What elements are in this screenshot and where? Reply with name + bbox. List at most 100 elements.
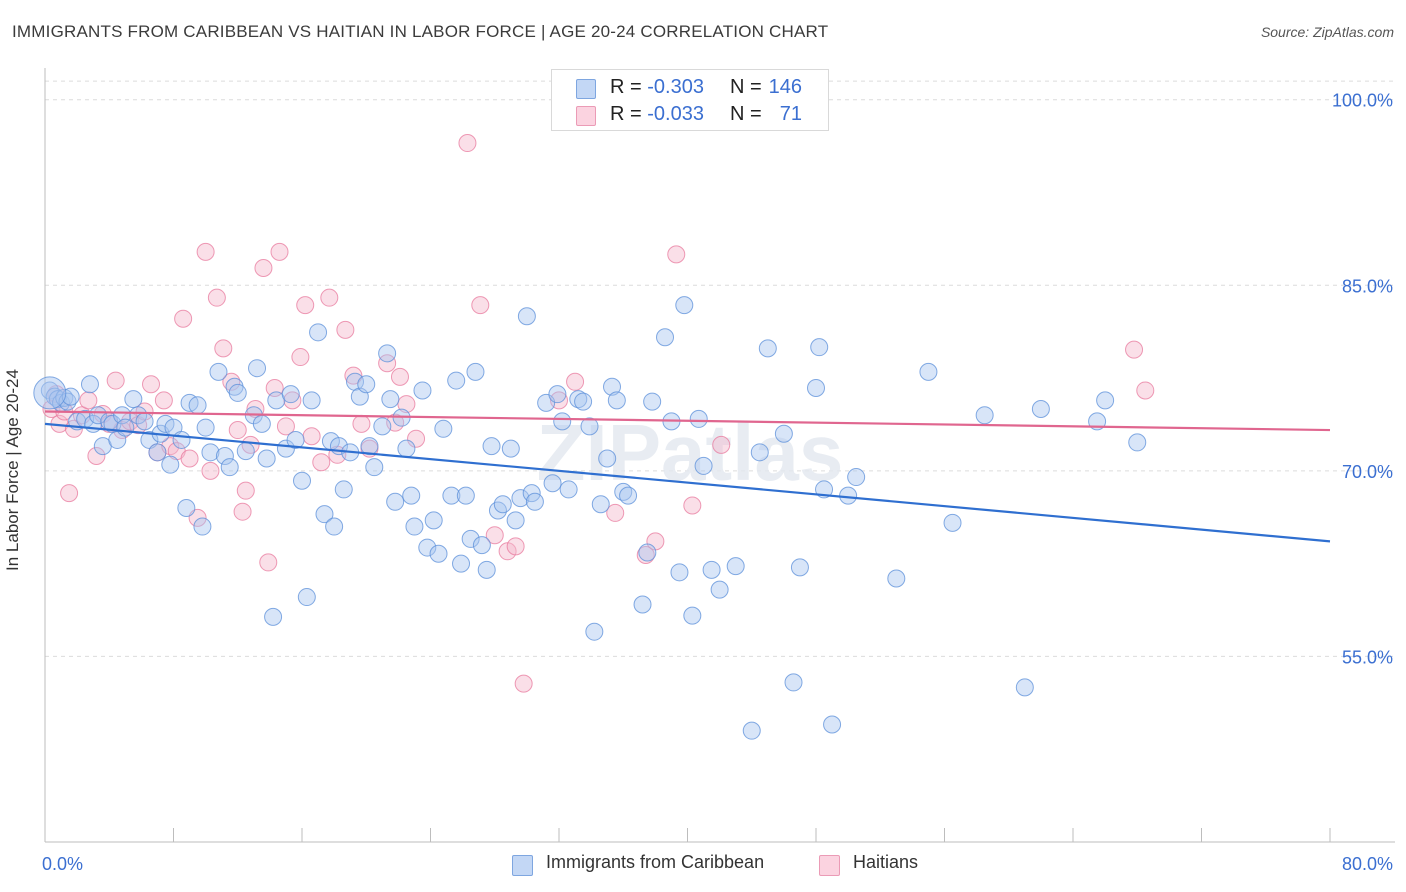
caribbean-point: [603, 377, 622, 396]
n-value: 71: [779, 103, 802, 125]
caribbean-point: [482, 437, 501, 456]
caribbean-point: [442, 486, 461, 505]
haitian-point: [241, 435, 260, 454]
caribbean-point: [264, 607, 283, 626]
tick-labels: 55.0% 70.0% 85.0% 100.0% 0.0% 80.0%: [42, 91, 1393, 874]
caribbean-point: [248, 359, 267, 378]
caribbean-point: [525, 492, 544, 511]
caribbean-point: [434, 419, 453, 438]
haitian-point: [320, 288, 339, 307]
haitian-point: [606, 503, 625, 522]
r-value: -0.033: [647, 103, 704, 125]
caribbean-point: [511, 489, 530, 508]
caribbean-point: [161, 455, 180, 474]
caribbean-point: [418, 538, 437, 557]
caribbean-point: [309, 323, 328, 342]
r-label: R =: [610, 76, 642, 98]
y-tick-label: 85.0%: [1342, 276, 1393, 296]
caribbean-point: [429, 544, 448, 563]
caribbean-point: [887, 569, 906, 588]
haitian-point: [667, 245, 686, 264]
haitian-point: [270, 242, 289, 261]
legend-label: Haitians: [853, 852, 919, 872]
haitian-point: [196, 242, 215, 261]
caribbean-point: [633, 595, 652, 614]
haitian-point: [296, 296, 315, 315]
caribbean-point: [548, 385, 567, 404]
caribbean-point: [580, 417, 599, 436]
haitian-point: [246, 400, 265, 419]
haitian-point: [222, 372, 241, 391]
haitian-point: [154, 391, 173, 410]
haitian-point: [207, 288, 226, 307]
caribbean-point: [456, 486, 475, 505]
haitian-point: [1125, 340, 1144, 359]
source-label: Source: ZipAtlas.com: [1260, 24, 1394, 40]
caribbean-point: [461, 529, 480, 548]
haitian-point: [566, 372, 585, 391]
caribbean-point: [675, 296, 694, 315]
haitian-point: [236, 481, 255, 500]
n-label: N =: [730, 76, 762, 98]
haitian-point: [485, 526, 504, 545]
legend-label: Immigrants from Caribbean: [546, 852, 765, 872]
caribbean-point: [135, 412, 154, 431]
series-caribbean: [33, 296, 1147, 740]
haitian-swatch: [576, 106, 596, 126]
caribbean-legend-swatch: [512, 855, 533, 876]
caribbean-point: [334, 480, 353, 499]
caribbean-point: [124, 390, 143, 409]
haitian-point: [254, 258, 273, 277]
haitian-point: [283, 391, 302, 410]
caribbean-point: [694, 456, 713, 475]
caribbean-point: [346, 372, 365, 391]
caribbean-point: [758, 339, 777, 358]
caribbean-point: [543, 474, 562, 493]
caribbean-point: [281, 385, 300, 404]
caribbean-point: [193, 517, 212, 536]
caribbean-point: [402, 486, 421, 505]
haitian-point: [336, 320, 355, 339]
caribbean-point: [405, 517, 424, 536]
caribbean-point: [89, 406, 108, 425]
haitian-point: [683, 496, 702, 515]
haitian-point: [228, 421, 247, 440]
caribbean-point: [236, 442, 255, 461]
caribbean-point: [839, 486, 858, 505]
caribbean-point: [670, 563, 689, 582]
caribbean-point: [472, 536, 491, 555]
haitian-point: [79, 391, 98, 410]
haitian-point: [276, 417, 295, 436]
y-tick-label: 70.0%: [1342, 462, 1393, 482]
caribbean-point: [847, 468, 866, 487]
haitian-legend-swatch: [819, 855, 840, 876]
caribbean-point: [784, 673, 803, 692]
caribbean-point: [228, 383, 247, 402]
haitian-point: [397, 395, 416, 414]
haitian-point: [352, 414, 371, 433]
caribbean-point: [598, 449, 617, 468]
caribbean-point: [1015, 678, 1034, 697]
haitian-point: [378, 354, 397, 373]
caribbean-point: [689, 409, 708, 428]
caribbean-point: [591, 495, 610, 514]
stats-row-haitian: R = -0.033 N = 71: [552, 102, 828, 128]
caribbean-point: [943, 513, 962, 532]
caribbean-point: [33, 376, 67, 410]
caribbean-trend-line: [44, 422, 1331, 543]
n-label: N =: [730, 103, 762, 125]
caribbean-point: [742, 721, 761, 740]
caribbean-point: [823, 715, 842, 734]
caribbean-point: [220, 458, 239, 477]
caribbean-point: [215, 447, 234, 466]
caribbean-point: [302, 391, 321, 410]
caribbean-point: [585, 622, 604, 641]
caribbean-point: [315, 505, 334, 524]
caribbean-point: [726, 557, 745, 576]
caribbean-point: [378, 344, 397, 363]
caribbean-point: [365, 458, 384, 477]
caribbean-point: [643, 392, 662, 411]
caribbean-point: [201, 443, 220, 462]
caribbean-point: [638, 543, 657, 562]
y-axis-label: In Labor Force | Age 20-24: [3, 369, 22, 571]
